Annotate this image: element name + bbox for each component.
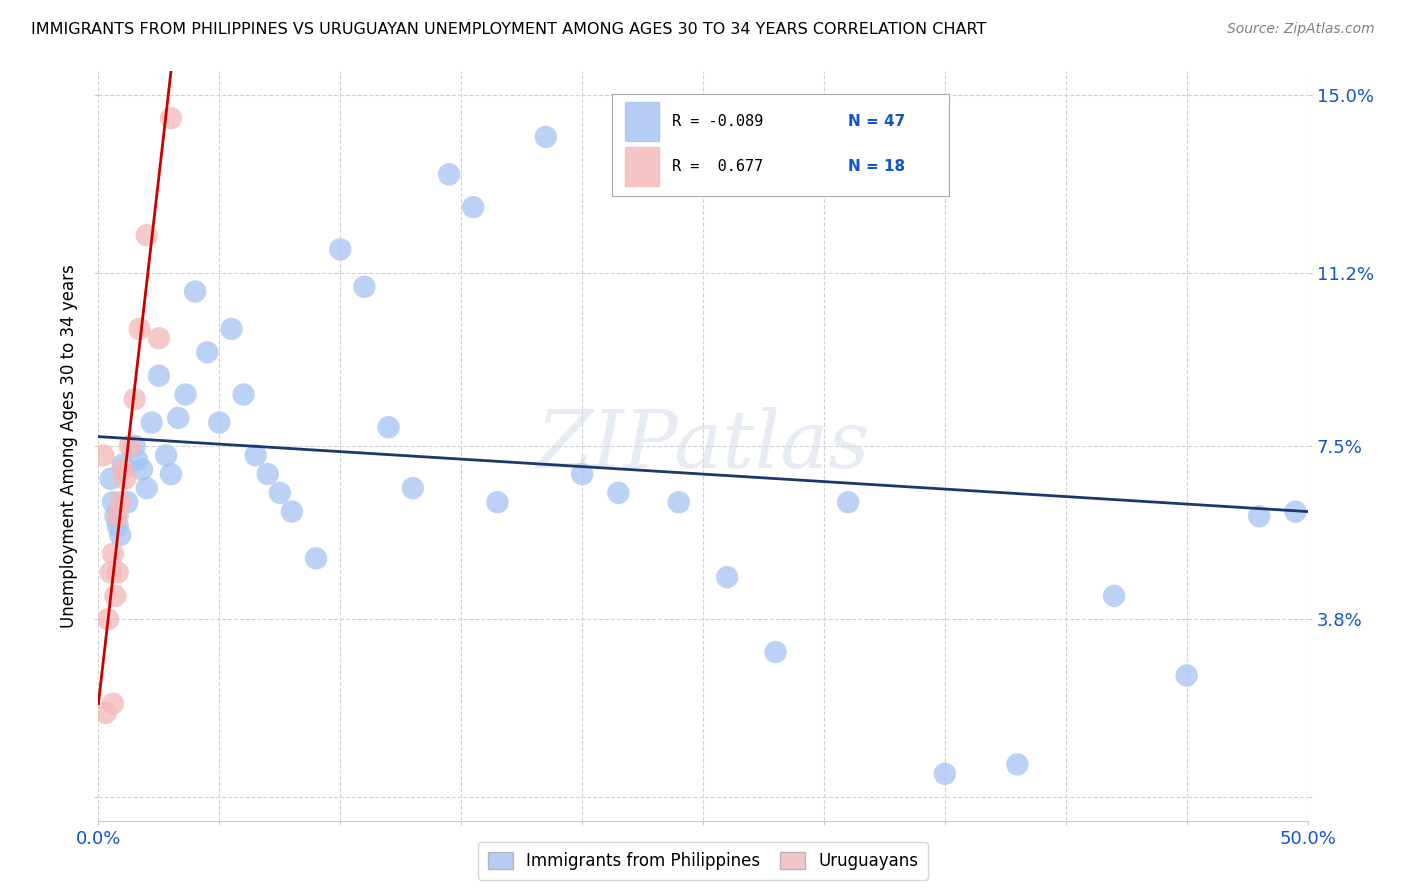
Point [101, 547, 124, 561]
Point [100, 472, 122, 486]
Point [141, 416, 163, 430]
Point [571, 467, 593, 482]
Text: N = 18: N = 18 [848, 159, 905, 174]
Point [353, 280, 375, 294]
Y-axis label: Unemployment Among Ages 30 to 34 years: Unemployment Among Ages 30 to 34 years [60, 264, 79, 628]
Point [131, 462, 153, 476]
Point [281, 505, 304, 519]
Bar [626, 147, 659, 186]
Point [101, 495, 124, 509]
Point [1102, 589, 1125, 603]
Point [329, 242, 352, 257]
Point [135, 481, 157, 495]
Point [269, 485, 291, 500]
Text: R = -0.089: R = -0.089 [672, 114, 763, 128]
Point [111, 458, 134, 472]
Point [160, 112, 183, 126]
Text: Source: ZipAtlas.com: Source: ZipAtlas.com [1227, 22, 1375, 37]
Point [97, 612, 120, 626]
Point [124, 392, 146, 407]
Point [148, 368, 170, 383]
Point [117, 495, 139, 509]
Point [127, 453, 149, 467]
Point [174, 387, 197, 401]
Point [184, 285, 207, 299]
Point [837, 495, 859, 509]
Text: R =  0.677: R = 0.677 [672, 159, 763, 174]
Point [232, 387, 254, 401]
Point [486, 495, 509, 509]
Legend: Immigrants from Philippines, Uruguayans: Immigrants from Philippines, Uruguayans [478, 841, 928, 880]
Point [1175, 668, 1198, 682]
Point [101, 697, 124, 711]
Point [167, 410, 190, 425]
Point [1007, 757, 1029, 772]
Point [114, 472, 136, 486]
Point [208, 416, 231, 430]
Point [437, 168, 460, 182]
Point [148, 331, 170, 345]
Point [1284, 505, 1306, 519]
Point [765, 645, 787, 659]
Point [221, 322, 243, 336]
Point [135, 228, 157, 243]
Point [111, 462, 134, 476]
Point [607, 485, 630, 500]
Point [104, 589, 127, 603]
Point [668, 495, 690, 509]
Point [94, 706, 117, 720]
Point [118, 439, 141, 453]
Point [124, 439, 146, 453]
Text: ZIPatlas: ZIPatlas [536, 408, 870, 484]
Point [716, 570, 738, 584]
Text: IMMIGRANTS FROM PHILIPPINES VS URUGUAYAN UNEMPLOYMENT AMONG AGES 30 TO 34 YEARS : IMMIGRANTS FROM PHILIPPINES VS URUGUAYAN… [31, 22, 986, 37]
Point [256, 467, 278, 482]
Point [108, 528, 131, 542]
Point [305, 551, 328, 566]
Point [107, 566, 129, 580]
Point [195, 345, 218, 359]
Point [402, 481, 425, 495]
Point [104, 509, 127, 524]
Point [155, 449, 177, 463]
Point [463, 200, 485, 214]
Text: N = 47: N = 47 [848, 114, 905, 128]
Point [107, 509, 129, 524]
Point [100, 566, 122, 580]
Point [91, 449, 114, 463]
Point [245, 449, 267, 463]
Point [108, 495, 131, 509]
Bar [626, 102, 659, 141]
Point [107, 518, 129, 533]
Point [128, 322, 150, 336]
Point [934, 767, 956, 781]
Point [1249, 509, 1271, 524]
Point [377, 420, 399, 434]
Point [534, 130, 557, 145]
Point [160, 467, 183, 482]
